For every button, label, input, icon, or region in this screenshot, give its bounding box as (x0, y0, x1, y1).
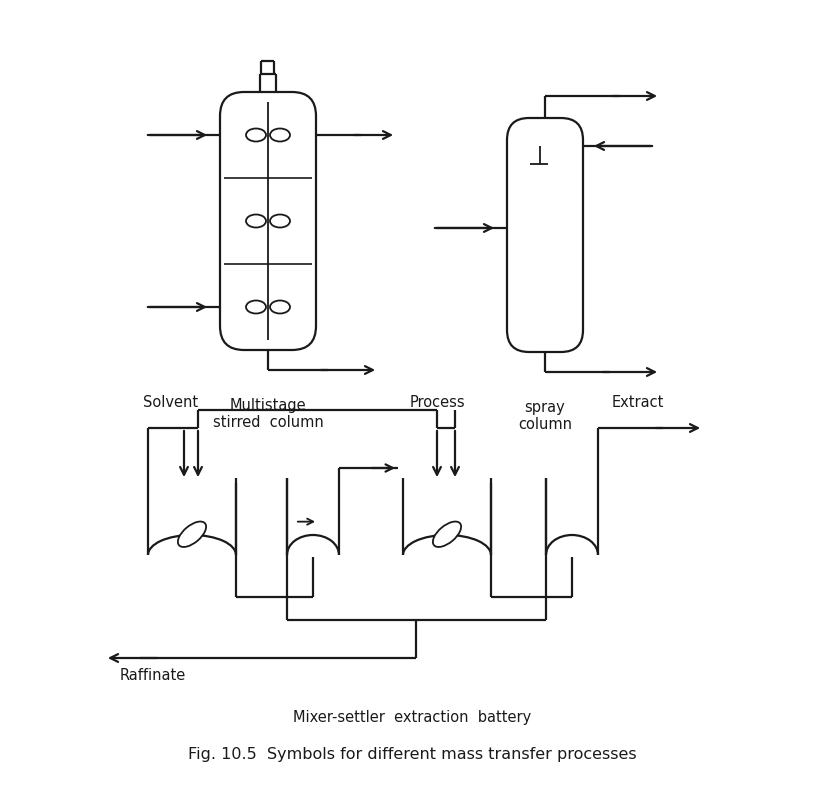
Text: spray
column: spray column (518, 400, 572, 433)
Ellipse shape (270, 129, 290, 141)
Text: Multistage
stirred  column: Multistage stirred column (213, 398, 323, 430)
Text: Solvent: Solvent (143, 395, 198, 410)
Ellipse shape (270, 214, 290, 228)
Text: Mixer-settler  extraction  battery: Mixer-settler extraction battery (293, 710, 531, 725)
FancyBboxPatch shape (507, 118, 583, 352)
Text: Fig. 10.5  Symbols for different mass transfer processes: Fig. 10.5 Symbols for different mass tra… (188, 747, 636, 762)
Ellipse shape (246, 214, 266, 228)
Ellipse shape (270, 300, 290, 314)
Ellipse shape (433, 522, 461, 547)
Text: Raffinate: Raffinate (120, 668, 186, 683)
Text: Process: Process (410, 395, 465, 410)
Ellipse shape (178, 522, 206, 547)
FancyBboxPatch shape (220, 92, 316, 350)
Ellipse shape (246, 129, 266, 141)
Text: Extract: Extract (611, 395, 664, 410)
Ellipse shape (246, 300, 266, 314)
